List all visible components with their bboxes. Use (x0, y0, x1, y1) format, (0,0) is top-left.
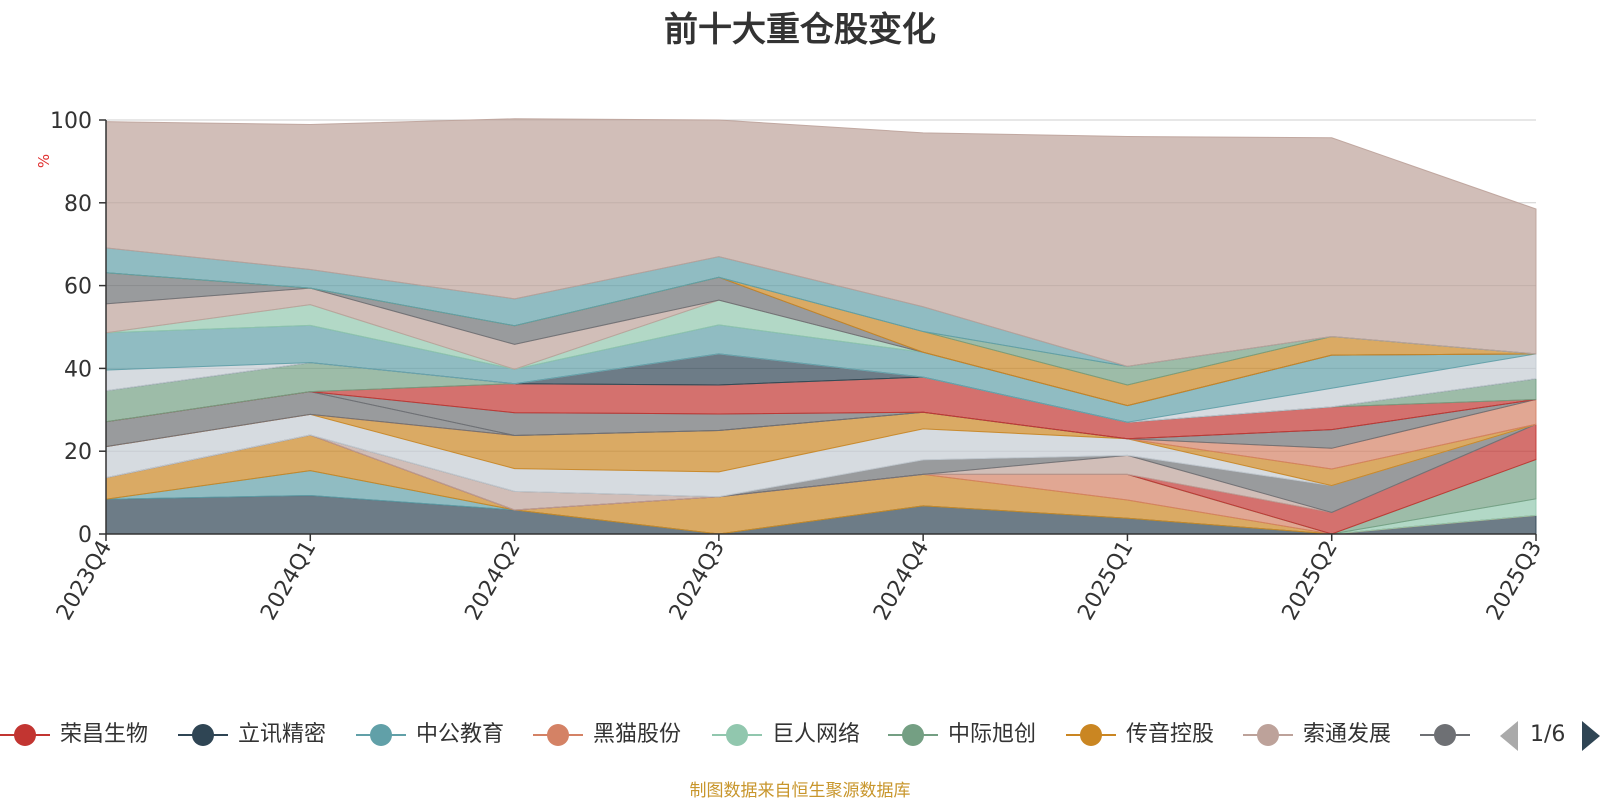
legend-label: 巨人网络 (772, 722, 861, 747)
y-tick-label: 100 (50, 109, 92, 134)
x-tick-label: 2024Q4 (869, 537, 934, 625)
x-tick-label: 2023Q4 (52, 537, 117, 625)
legend-label: 黑猫股份 (593, 722, 682, 747)
legend-page-indicator: 1/6 (1530, 722, 1566, 747)
legend-label: 中际旭创 (948, 722, 1037, 747)
legend-label: 立讯精密 (238, 722, 327, 747)
x-tick-label: 2024Q1 (256, 537, 321, 625)
legend-prev-page-button[interactable] (1500, 721, 1518, 751)
legend-swatch-dot (1434, 724, 1456, 746)
legend-swatch-dot (192, 724, 214, 746)
legend-swatch-dot (726, 724, 748, 746)
legend-label: 中公教育 (416, 722, 505, 747)
x-tick-label: 2025Q2 (1278, 537, 1343, 625)
legend-swatch-dot (1257, 724, 1279, 746)
legend-next-page-button[interactable] (1582, 721, 1600, 751)
data-source-note: 制图数据来自恒生聚源数据库 (689, 781, 911, 801)
y-tick-label: 20 (64, 440, 92, 465)
legend-label: 传音控股 (1126, 722, 1215, 747)
y-axis-unit-label: % (35, 154, 53, 168)
x-tick-label: 2024Q3 (665, 537, 730, 625)
legend-swatch-dot (902, 724, 924, 746)
x-tick-label: 2025Q3 (1482, 537, 1547, 625)
area-series-26 (105, 118, 1537, 367)
y-tick-label: 60 (64, 275, 92, 300)
legend-swatch-dot (14, 724, 36, 746)
legend-swatch-dot (370, 724, 392, 746)
y-tick-label: 40 (64, 357, 92, 382)
y-tick-label: 80 (64, 192, 92, 217)
legend-pager: 1/6 (1498, 718, 1600, 752)
y-tick-label: 0 (78, 523, 92, 548)
area-series-group (105, 118, 1537, 535)
legend-label: 荣昌生物 (60, 722, 149, 747)
legend-swatch-dot (547, 724, 569, 746)
legend-swatch-dot (1080, 724, 1102, 746)
x-tick-label: 2025Q1 (1073, 537, 1138, 625)
chart-title: 前十大重仓股变化 (664, 10, 936, 50)
legend-label: 索通发展 (1303, 722, 1392, 747)
legend: 荣昌生物立讯精密中公教育黑猫股份巨人网络中际旭创传音控股索通发展科 (0, 718, 1480, 752)
x-tick-label: 2024Q2 (460, 537, 525, 625)
